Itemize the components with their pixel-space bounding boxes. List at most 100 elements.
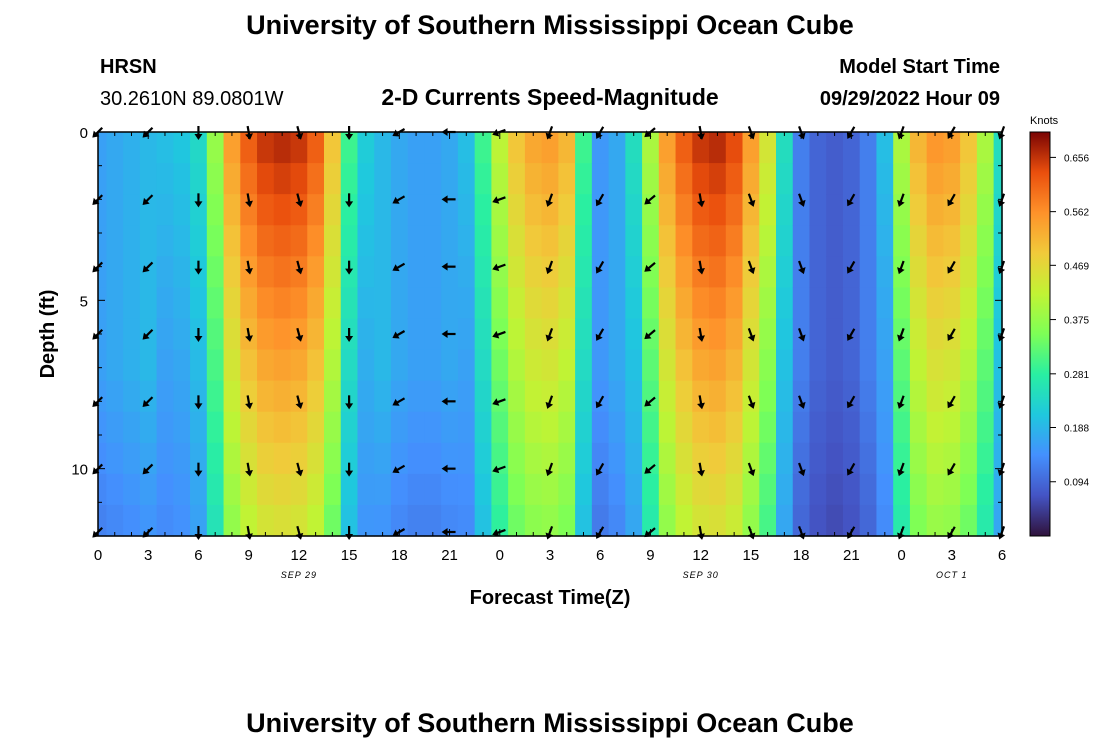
- heatmap-cell: [324, 504, 342, 537]
- current-arrow: [697, 395, 705, 410]
- heatmap-cell: [390, 225, 409, 257]
- heatmap-cell: [976, 163, 995, 195]
- heatmap-cell: [390, 473, 409, 506]
- heatmap-cell: [223, 225, 241, 257]
- heatmap-cell: [742, 380, 760, 413]
- heatmap-cell: [424, 504, 442, 537]
- current-arrow: [595, 395, 605, 409]
- heatmap-cell: [374, 318, 392, 351]
- heatmap-cell: [909, 287, 928, 320]
- heatmap-cell: [859, 132, 878, 164]
- heatmap-cell: [642, 442, 660, 475]
- heatmap-cell: [123, 287, 141, 320]
- heatmap-cell: [223, 256, 241, 288]
- heatmap-cell: [474, 380, 493, 413]
- heatmap-cell: [960, 225, 978, 257]
- colorbar-tick-label: 0.656: [1064, 153, 1089, 164]
- heatmap-cell: [190, 287, 208, 320]
- heatmap-cell: [976, 225, 995, 257]
- heatmap-cell: [960, 287, 978, 320]
- heatmap-cell: [558, 132, 576, 164]
- heatmap-cell: [324, 473, 342, 506]
- heatmap-cell: [926, 318, 945, 351]
- chart-subtitle: 2-D Currents Speed-Magnitude: [381, 84, 719, 110]
- heatmap-cell: [257, 411, 275, 444]
- heatmap-cell: [608, 256, 626, 288]
- x-tick-label: 15: [743, 547, 760, 564]
- heatmap-cell: [809, 132, 827, 164]
- current-arrow: [245, 193, 253, 208]
- heatmap-cell: [324, 194, 342, 226]
- heatmap-cell: [324, 411, 342, 444]
- heatmap-cell: [98, 194, 107, 226]
- heatmap-cell: [541, 349, 559, 382]
- heatmap-cell: [390, 256, 409, 288]
- current-arrow: [545, 395, 554, 409]
- heatmap-cell: [876, 256, 894, 288]
- heatmap-cell: [524, 411, 543, 444]
- heatmap-cell: [240, 132, 258, 164]
- current-arrow: [295, 327, 304, 342]
- heatmap-cell: [106, 349, 124, 382]
- heatmap-cell: [173, 287, 191, 320]
- heatmap-cell: [960, 380, 978, 413]
- heatmap-cell: [993, 256, 1003, 288]
- heatmap-cell: [474, 287, 493, 320]
- heatmap-cell: [424, 132, 442, 164]
- heatmap-cell: [139, 442, 158, 475]
- current-arrow: [747, 193, 756, 207]
- heatmap-cell: [106, 132, 124, 164]
- heatmap-cell: [725, 194, 744, 226]
- heatmap-cell: [340, 442, 359, 475]
- x-tick-label: 21: [843, 547, 860, 564]
- heatmap-cell: [893, 473, 911, 506]
- heatmap-cell: [491, 349, 509, 382]
- heatmap-cell: [759, 225, 777, 257]
- heatmap-cell: [558, 225, 576, 257]
- heatmap-cell: [541, 194, 559, 226]
- heatmap-cell: [625, 256, 643, 288]
- heatmap-cell: [859, 287, 878, 320]
- current-arrow: [697, 193, 705, 208]
- heatmap-cell: [809, 287, 827, 320]
- heatmap-cell: [709, 132, 727, 164]
- heatmap-cell: [206, 504, 225, 537]
- heatmap-cell: [508, 194, 526, 226]
- heatmap-cell: [474, 132, 493, 164]
- current-arrow: [492, 398, 506, 406]
- station-name: HRSN: [100, 56, 157, 78]
- heatmap-cell: [156, 194, 174, 226]
- heatmap-cell: [257, 163, 275, 195]
- heatmap-cell: [909, 256, 928, 288]
- heatmap-cell: [725, 504, 744, 537]
- heatmap-cell: [424, 380, 442, 413]
- heatmap-cell: [692, 442, 710, 475]
- heatmap-cell: [206, 411, 225, 444]
- heatmap-cell: [123, 504, 141, 537]
- heatmap-cell: [675, 194, 693, 226]
- heatmap-cell: [709, 349, 727, 382]
- heatmap-cell: [926, 132, 945, 164]
- heatmap-cell: [123, 349, 141, 382]
- heatmap-cell: [123, 225, 141, 257]
- heatmap-cell: [943, 442, 961, 475]
- current-arrow: [492, 196, 506, 204]
- heatmap-cell: [776, 442, 794, 475]
- x-tick-label: 9: [244, 547, 252, 564]
- heatmap-cell: [474, 504, 493, 537]
- heatmap-cell: [390, 163, 409, 195]
- current-arrow: [798, 462, 806, 477]
- heatmap-cell: [190, 504, 208, 537]
- heatmap-cell: [273, 411, 292, 444]
- heatmap-cell: [173, 504, 191, 537]
- heatmap-cell: [374, 287, 392, 320]
- heatmap-cell: [993, 411, 1003, 444]
- heatmap-cell: [725, 132, 744, 164]
- heatmap-cell: [173, 163, 191, 195]
- date-label: SEP 30: [683, 570, 719, 580]
- heatmap-cell: [725, 225, 744, 257]
- heatmap-cell: [106, 163, 124, 195]
- heatmap-cell: [759, 287, 777, 320]
- heatmap-cell: [508, 163, 526, 195]
- heatmap-cell: [976, 256, 995, 288]
